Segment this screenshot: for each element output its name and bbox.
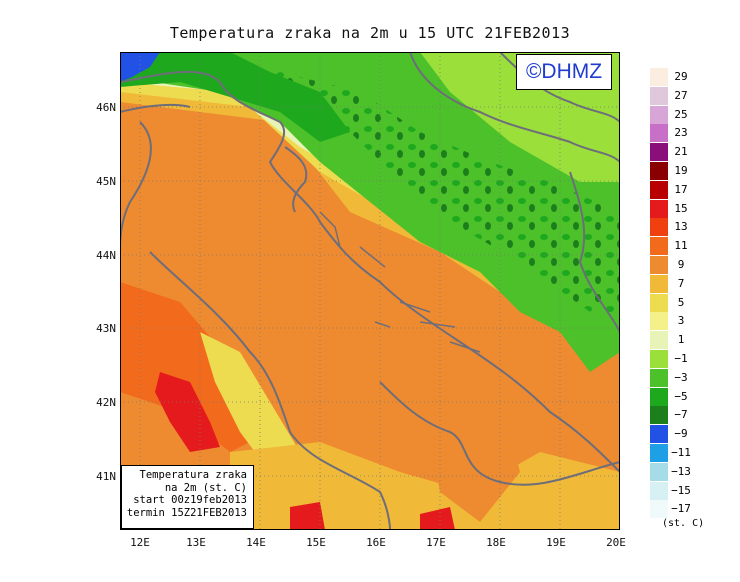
dhmz-watermark: ©DHMZ [516, 54, 612, 90]
legend-swatch [650, 444, 668, 462]
legend-label: −9 [674, 427, 688, 441]
temperature-map [120, 52, 620, 530]
temperature-field-speckle [240, 72, 620, 312]
legend-label: 17 [674, 182, 688, 196]
temperature-field-italy-red [155, 372, 220, 452]
legend-label: −7 [674, 408, 688, 422]
lon-label-12e: 12E [130, 536, 150, 549]
legend-label: 19 [674, 164, 688, 177]
legend-swatch [650, 124, 668, 143]
temperature-field-darkgreen [120, 52, 350, 142]
map-gridlines [120, 52, 620, 530]
lon-label-17e: 17E [426, 536, 446, 549]
legend-swatch [650, 462, 668, 481]
legend-swatch [650, 350, 668, 368]
legend-swatch [650, 274, 668, 293]
legend-label: 9 [677, 258, 685, 271]
lat-label-46n: 46N [96, 101, 116, 114]
legend-label: 7 [677, 276, 685, 290]
lon-label-13e: 13E [186, 536, 206, 549]
legend-swatch [650, 143, 668, 162]
legend-label: −13 [671, 464, 691, 478]
legend-label: 13 [674, 220, 688, 234]
islands [319, 211, 481, 353]
map-frame [120, 52, 620, 530]
legend-label: 15 [674, 201, 688, 215]
legend-swatch [650, 368, 668, 387]
lon-label-14e: 14E [246, 536, 266, 549]
lon-label-16e: 16E [366, 536, 386, 549]
lat-label-41n: 41N [96, 470, 116, 483]
legend-swatch [650, 237, 668, 256]
lon-label-19e: 19E [546, 536, 566, 549]
legend-swatch [650, 387, 668, 406]
temperature-field-south-red-2 [420, 507, 455, 530]
legend-label: 23 [674, 126, 688, 140]
legend-swatch [650, 105, 668, 124]
temperature-field-blue [120, 52, 160, 82]
temperature-field-italy-yellow [200, 332, 300, 472]
legend-swatch [650, 312, 668, 331]
legend-swatch [650, 331, 668, 350]
lon-label-18e: 18E [486, 536, 506, 549]
legend-swatch [650, 500, 668, 519]
lon-label-15e: 15E [306, 536, 326, 549]
legend-label: 29 [674, 70, 688, 83]
legend-label: −15 [671, 483, 691, 497]
info-line-3: start 00z19feb2013 [133, 494, 247, 506]
map-title: Temperatura zraka na 2m u 15 UTC 21FEB20… [169, 24, 571, 42]
legend-label: −5 [674, 389, 688, 403]
legend-label: 1 [677, 333, 685, 347]
legend-label: 3 [677, 314, 685, 328]
legend-swatch [650, 406, 668, 425]
lat-label-44n: 44N [96, 249, 116, 262]
legend-units: (st. C) [662, 518, 705, 529]
legend-label: 27 [674, 88, 688, 102]
lat-label-45n: 45N [96, 175, 116, 188]
legend-label: −3 [674, 370, 688, 384]
info-line-1: Temperatura zraka [139, 469, 247, 481]
legend-label: 21 [674, 145, 688, 159]
legend-swatch [650, 199, 668, 218]
legend-swatch [650, 218, 668, 237]
temperature-field-south-red [290, 502, 325, 530]
legend-swatch [650, 293, 668, 312]
lon-label-20e: 20E [606, 536, 626, 549]
lat-label-42n: 42N [96, 396, 116, 409]
legend-swatch [650, 162, 668, 180]
info-line-4: termin 15Z21FEB2013 [126, 506, 247, 519]
legend-label: 5 [677, 295, 685, 309]
lat-label-43n: 43N [96, 322, 116, 335]
legend-label: −17 [671, 502, 691, 516]
legend-label: −1 [674, 352, 688, 365]
legend-swatch [650, 425, 668, 444]
legend-swatch [650, 68, 668, 86]
info-box: Temperatura zraka na 2m (st. C) start 00… [121, 465, 254, 529]
legend-swatch [650, 86, 668, 105]
legend-swatch [650, 256, 668, 274]
legend-label: 11 [674, 239, 688, 253]
legend-swatch [650, 481, 668, 500]
info-line-2: na 2m (st. C) [164, 481, 247, 494]
legend-swatch [650, 180, 668, 199]
legend-label: −11 [671, 446, 691, 459]
legend-label: 25 [674, 107, 688, 121]
temperature-field-midgreen [120, 52, 620, 372]
